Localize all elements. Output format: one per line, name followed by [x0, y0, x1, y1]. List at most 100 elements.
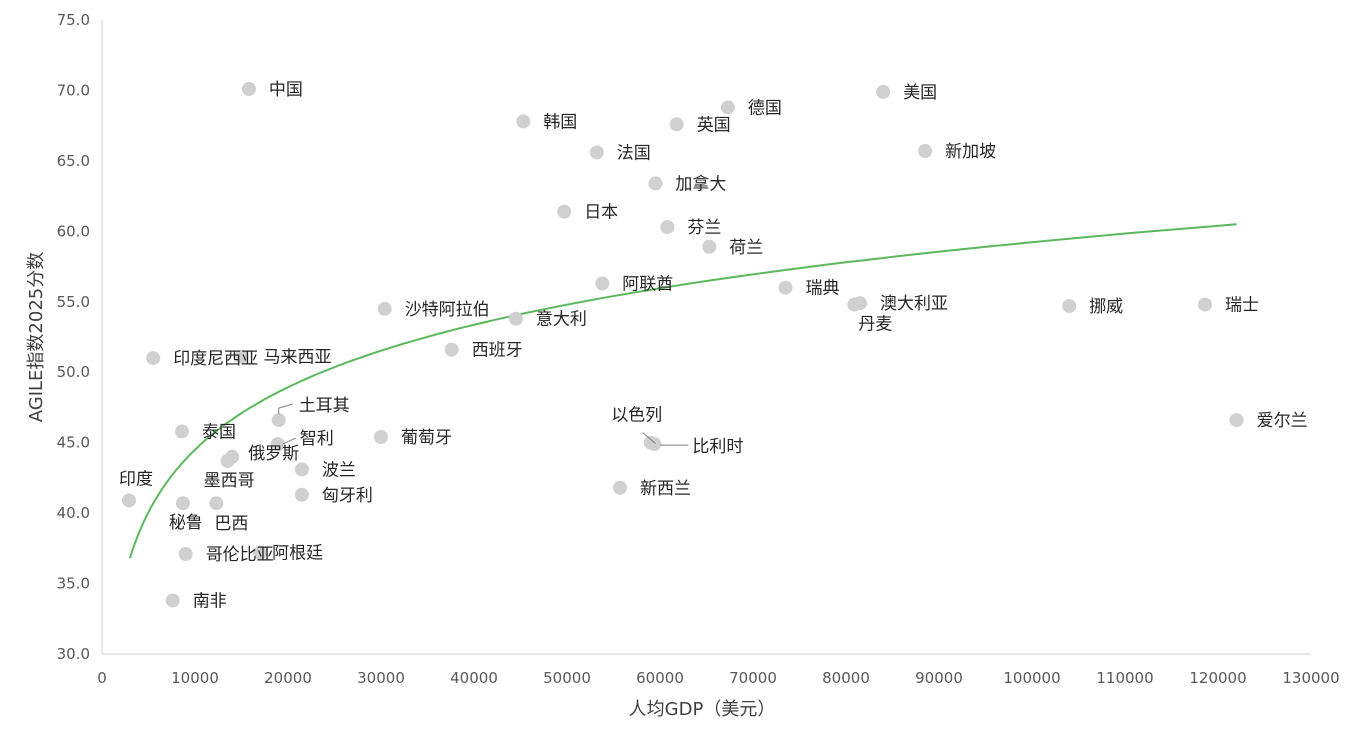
x-tick-label: 50000 [543, 669, 591, 687]
data-label: 法国 [617, 143, 651, 163]
data-point [253, 545, 268, 560]
y-tick-label: 40.0 [57, 504, 90, 522]
data-point [220, 454, 235, 468]
data-point [146, 351, 161, 366]
data-point [557, 204, 572, 219]
data-label: 葡萄牙 [401, 428, 452, 448]
data-label: 日本 [584, 203, 618, 223]
data-point [1062, 299, 1077, 313]
data-point [647, 437, 662, 452]
data-label: 芬兰 [687, 218, 721, 238]
data-label: 印度尼西亚 [173, 349, 258, 369]
y-tick-label: 65.0 [57, 152, 90, 170]
data-point [660, 220, 675, 235]
axes: 0 10000 20000 30000 40000 50000 60000 70000 8000… [57, 11, 1340, 687]
y-axis-title: AGILE指数2025分数 [26, 252, 47, 422]
data-label: 意大利 [536, 310, 587, 330]
data-point [165, 593, 180, 608]
data-point [377, 301, 392, 316]
data-label: 阿根廷 [272, 544, 323, 564]
y-tick-label: 30.0 [57, 645, 90, 663]
y-tick-label: 50.0 [57, 363, 90, 381]
data-point [595, 276, 610, 291]
data-label: 南非 [193, 592, 227, 612]
data-label: 智利 [300, 429, 334, 449]
data-label: 比利时 [692, 437, 743, 457]
x-tick-label: 110000 [1096, 669, 1153, 687]
data-label: 墨西哥 [204, 471, 255, 491]
data-point [1198, 297, 1212, 312]
data-label: 韩国 [543, 112, 577, 132]
data-point [122, 493, 136, 508]
data-label: 马来西亚 [264, 348, 332, 368]
data-label: 挪威 [1089, 297, 1123, 317]
data-point [241, 82, 256, 96]
x-tick-label: 90000 [915, 669, 963, 687]
data-point [516, 114, 531, 129]
y-tick-label: 70.0 [57, 81, 90, 99]
data-point [702, 239, 717, 254]
x-tick-label: 40000 [450, 669, 498, 687]
data-label: 匈牙利 [322, 486, 373, 506]
x-tick-label: 10000 [171, 669, 219, 687]
data-label: 瑞典 [806, 279, 840, 299]
data-label: 澳大利亚 [880, 294, 948, 314]
y-tick-label: 60.0 [57, 222, 90, 240]
data-label: 土耳其 [299, 396, 350, 416]
data-label: 波兰 [322, 460, 356, 480]
data-label: 泰国 [202, 422, 236, 442]
data-label: 美国 [903, 83, 937, 103]
data-points [122, 82, 1244, 608]
data-point [444, 342, 459, 357]
leader-line [642, 432, 657, 445]
data-point [175, 424, 189, 439]
data-label: 中国 [269, 80, 303, 100]
data-label: 哥伦比亚 [206, 545, 274, 565]
data-point [294, 487, 309, 502]
data-point [847, 297, 862, 312]
trendline [128, 223, 1237, 559]
data-label: 巴西 [214, 514, 248, 534]
y-tick-label: 35.0 [57, 575, 90, 593]
data-label: 新加坡 [945, 142, 996, 162]
data-point [209, 496, 224, 511]
data-label: 爱尔兰 [1257, 411, 1308, 431]
data-point [648, 176, 663, 191]
x-tick-label: 20000 [264, 669, 312, 687]
data-label: 印度 [119, 469, 153, 489]
data-point [175, 496, 190, 511]
leader-line [282, 437, 296, 445]
data-point [374, 430, 388, 444]
data-point [178, 547, 193, 561]
data-point [613, 480, 627, 495]
data-label: 丹麦 [858, 315, 892, 335]
data-point [720, 100, 735, 115]
x-tick-label: 80000 [822, 669, 870, 687]
data-label: 荷兰 [729, 238, 763, 258]
data-point [1229, 413, 1244, 428]
x-tick-label: 70000 [729, 669, 777, 687]
x-tick-label: 60000 [636, 669, 684, 687]
data-point [508, 311, 523, 326]
data-label: 新西兰 [640, 479, 691, 499]
x-tick-label: 100000 [1003, 669, 1060, 687]
trendline-group [128, 223, 1237, 559]
x-tick-label: 120000 [1189, 669, 1246, 687]
data-point [270, 437, 285, 452]
y-tick-label: 55.0 [57, 293, 90, 311]
data-label: 阿联酋 [622, 275, 673, 295]
data-point [778, 280, 793, 295]
y-tick-label: 45.0 [57, 434, 90, 452]
data-point [669, 117, 684, 132]
data-label: 俄罗斯 [248, 444, 299, 464]
x-tick-label: 130000 [1282, 669, 1339, 687]
x-axis-title: 人均GDP（美元） [629, 699, 776, 720]
data-point [876, 84, 891, 99]
data-label: 瑞士 [1225, 296, 1259, 316]
x-tick-label: 0 [97, 669, 107, 687]
data-label: 以色列 [611, 406, 662, 426]
x-tick-label: 30000 [357, 669, 405, 687]
data-point [294, 462, 309, 477]
data-label: 西班牙 [472, 341, 523, 361]
